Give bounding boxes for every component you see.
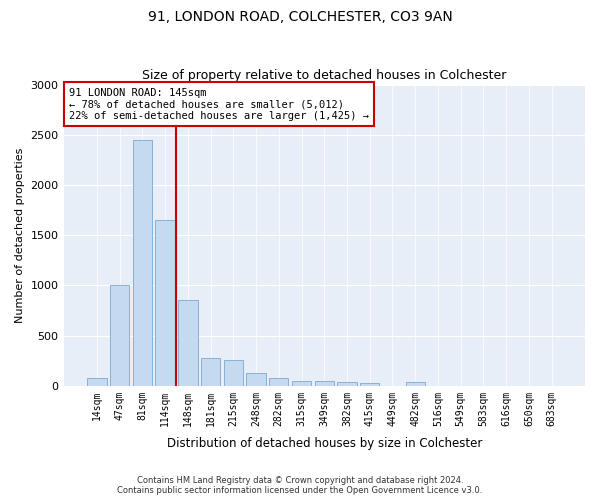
Bar xyxy=(110,286,130,386)
Bar xyxy=(87,378,107,386)
Bar xyxy=(269,378,289,386)
Y-axis label: Number of detached properties: Number of detached properties xyxy=(15,148,25,323)
Bar xyxy=(247,372,266,386)
Text: 91 LONDON ROAD: 145sqm
← 78% of detached houses are smaller (5,012)
22% of semi-: 91 LONDON ROAD: 145sqm ← 78% of detached… xyxy=(69,88,369,121)
Bar xyxy=(224,360,243,386)
Bar xyxy=(178,300,197,386)
X-axis label: Distribution of detached houses by size in Colchester: Distribution of detached houses by size … xyxy=(167,437,482,450)
Bar xyxy=(360,383,379,386)
Text: 91, LONDON ROAD, COLCHESTER, CO3 9AN: 91, LONDON ROAD, COLCHESTER, CO3 9AN xyxy=(148,10,452,24)
Bar xyxy=(155,220,175,386)
Bar xyxy=(314,381,334,386)
Title: Size of property relative to detached houses in Colchester: Size of property relative to detached ho… xyxy=(142,69,506,82)
Bar xyxy=(292,381,311,386)
Text: Contains HM Land Registry data © Crown copyright and database right 2024.
Contai: Contains HM Land Registry data © Crown c… xyxy=(118,476,482,495)
Bar xyxy=(406,382,425,386)
Bar xyxy=(337,382,356,386)
Bar xyxy=(201,358,220,386)
Bar xyxy=(133,140,152,386)
